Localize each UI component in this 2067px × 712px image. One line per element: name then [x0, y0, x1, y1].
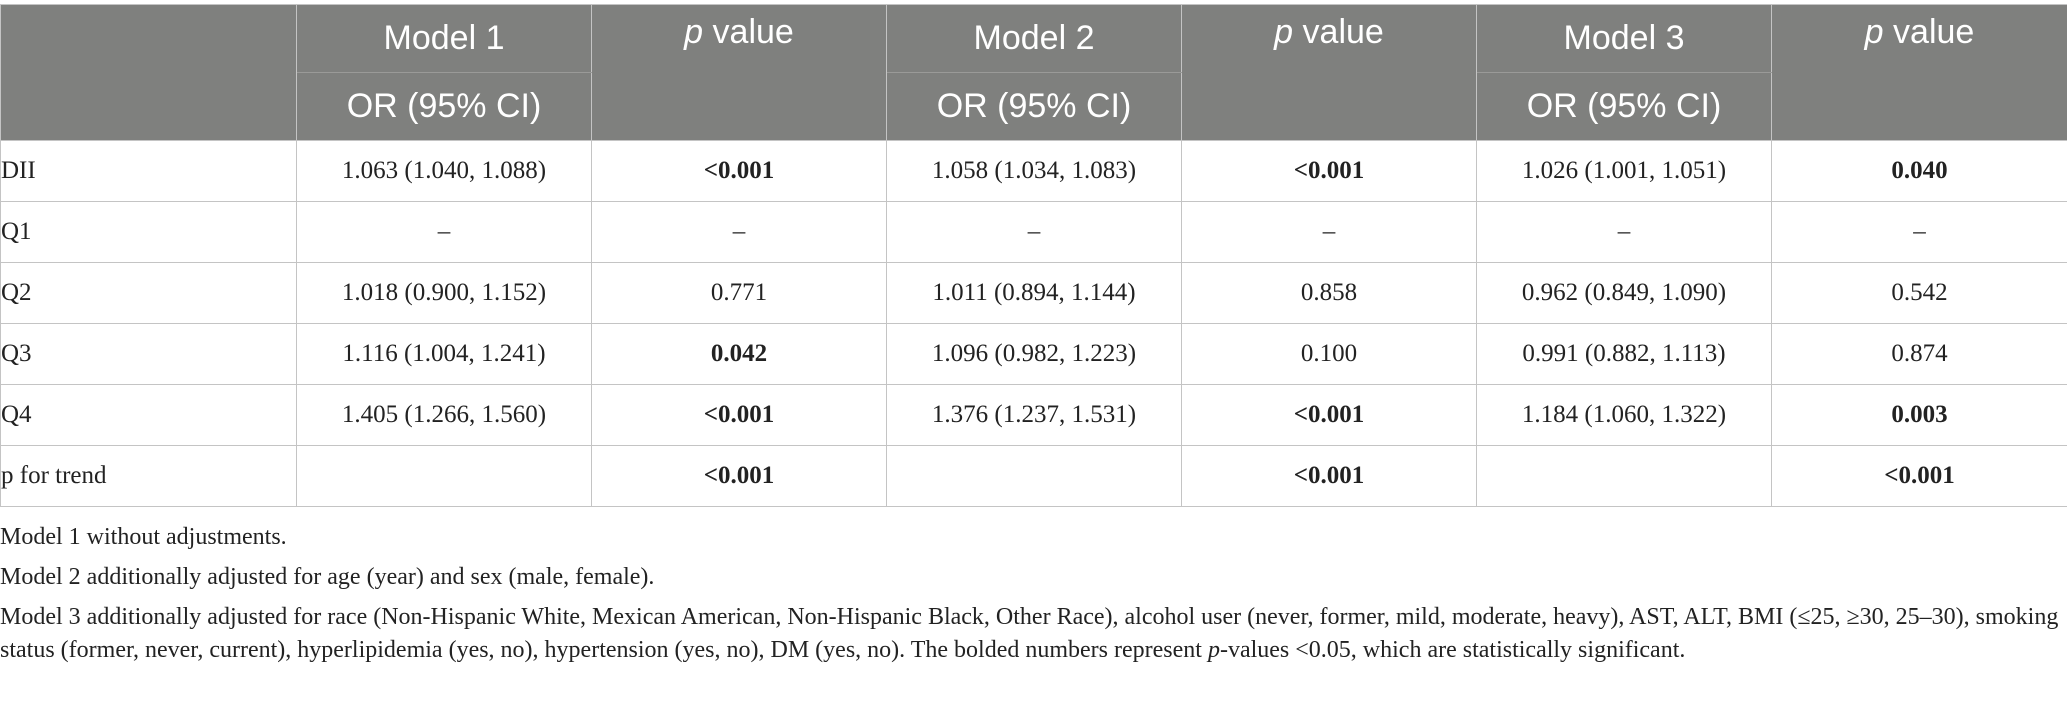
p-value-text: value: [703, 13, 794, 51]
model2-p-cell: 0.858: [1181, 262, 1477, 324]
p-value-text: value: [1293, 13, 1384, 51]
results-table: Model 1 p value Model 2 p value Model 3 …: [0, 4, 2067, 507]
p-italic: p: [1864, 13, 1884, 51]
model3-or-cell: [1476, 445, 1772, 507]
header-row-2: OR (95% CI) OR (95% CI) OR (95% CI): [1, 72, 2067, 141]
model3-p-cell: 0.542: [1771, 262, 2067, 324]
model1-or-cell: –: [296, 201, 592, 263]
p-value-text: value: [1883, 13, 1975, 51]
model1-p-cell: <0.001: [591, 384, 887, 446]
row-label: Q2: [0, 262, 297, 324]
model1-p-cell: 0.771: [591, 262, 887, 324]
footnote-model3-text: Model 3 additionally adjusted for race (…: [0, 604, 2059, 663]
header-or-ci-3: OR (95% CI): [1476, 72, 1772, 141]
model1-p-cell: –: [591, 201, 887, 263]
results-table-container: Model 1 p value Model 2 p value Model 3 …: [0, 4, 2067, 674]
row-label: Q4: [0, 384, 297, 446]
model1-p-cell: <0.001: [591, 445, 887, 507]
model3-or-cell: 0.991 (0.882, 1.113): [1476, 323, 1772, 385]
model3-p-cell: 0.040: [1771, 140, 2067, 202]
model1-or-cell: 1.116 (1.004, 1.241): [296, 323, 592, 385]
model3-or-cell: 1.026 (1.001, 1.051): [1476, 140, 1772, 202]
table-row: DII 1.063 (1.040, 1.088) <0.001 1.058 (1.03…: [0, 140, 2067, 202]
header-p-value-3: p value: [1771, 4, 2067, 141]
model1-p-cell: 0.042: [591, 323, 887, 385]
header-row-1: Model 1 p value Model 2 p value Model 3 …: [0, 4, 2067, 141]
model3-or-cell: –: [1476, 201, 1772, 263]
row-label: p for trend: [0, 445, 297, 507]
row-label: Q3: [0, 323, 297, 385]
row-label: DII: [0, 140, 297, 202]
table-row: Q1– – – – – –: [0, 201, 2067, 263]
model3-p-cell: 0.874: [1771, 323, 2067, 385]
header-p-value-2: p value: [1181, 4, 1477, 141]
model2-p-cell: <0.001: [1181, 445, 1477, 507]
row-label: Q1: [0, 201, 297, 263]
table-footnotes: Model 1 without adjustments. Model 2 add…: [0, 521, 2067, 667]
model2-or-cell: 1.011 (0.894, 1.144): [886, 262, 1182, 324]
model2-or-cell: 1.096 (0.982, 1.223): [886, 323, 1182, 385]
model2-p-cell: –: [1181, 201, 1477, 263]
model2-or-cell: [886, 445, 1182, 507]
model1-or-cell: [296, 445, 592, 507]
footnote-model2: Model 2 additionally adjusted for age (y…: [0, 564, 655, 590]
table-row: Q3 1.116 (1.004, 1.241) 0.042 1.096 (0.982,…: [0, 323, 2067, 385]
footnote-model1: Model 1 without adjustments.: [0, 524, 287, 550]
model2-or-cell: 1.058 (1.034, 1.083): [886, 140, 1182, 202]
table-body: DII 1.063 (1.040, 1.088) <0.001 1.058 (1.03…: [0, 140, 2067, 507]
model3-or-cell: 1.184 (1.060, 1.322): [1476, 384, 1772, 446]
footnote-p-italic: p: [1207, 637, 1220, 663]
model3-or-cell: 0.962 (0.849, 1.090): [1476, 262, 1772, 324]
footnote-model3-end: -values <0.05, which are statistically s…: [1219, 637, 1686, 663]
model2-p-cell: <0.001: [1181, 384, 1477, 446]
model1-or-cell: 1.063 (1.040, 1.088): [296, 140, 592, 202]
model3-p-cell: 0.003: [1771, 384, 2067, 446]
table-row: Q2 1.018 (0.900, 1.152) 0.771 1.011 (0.894,…: [0, 262, 2067, 324]
model2-p-cell: 0.100: [1181, 323, 1477, 385]
table-row: p for trend <0.001 <0.001 <0.001: [0, 445, 2067, 507]
model1-p-cell: <0.001: [591, 140, 887, 202]
header-model3: Model 3: [1476, 4, 1772, 73]
header-or-ci-1: OR (95% CI): [296, 72, 592, 141]
model3-p-cell: –: [1771, 201, 2067, 263]
header-model1: Model 1: [296, 4, 592, 73]
header-or-ci-2: OR (95% CI): [886, 72, 1182, 141]
header-blank-cell: [0, 4, 297, 141]
model3-p-cell: <0.001: [1771, 445, 2067, 507]
header-p-value-1: p value: [591, 4, 887, 141]
p-italic: p: [684, 13, 704, 51]
model1-or-cell: 1.018 (0.900, 1.152): [296, 262, 592, 324]
model2-or-cell: 1.376 (1.237, 1.531): [886, 384, 1182, 446]
footnote-model3: Model 3 additionally adjusted for race (…: [0, 601, 2067, 667]
table-row: Q4 1.405 (1.266, 1.560) <0.001 1.376 (1.237…: [0, 384, 2067, 446]
header-model2: Model 2: [886, 4, 1182, 73]
model2-or-cell: –: [886, 201, 1182, 263]
model1-or-cell: 1.405 (1.266, 1.560): [296, 384, 592, 446]
p-italic: p: [1274, 13, 1294, 51]
model2-p-cell: <0.001: [1181, 140, 1477, 202]
